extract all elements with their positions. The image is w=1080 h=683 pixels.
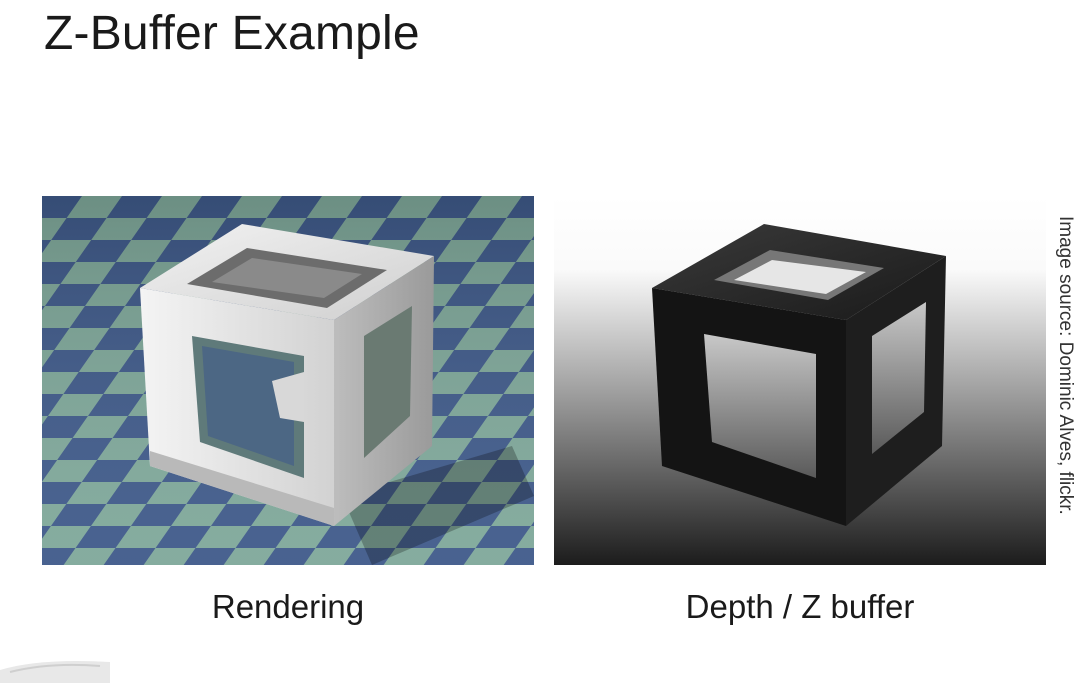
depth-caption: Depth / Z buffer bbox=[685, 588, 915, 625]
image-source-credit: Image source: Dominic Alves, flickr. bbox=[1055, 216, 1076, 515]
rendering-caption: Rendering bbox=[211, 588, 365, 625]
depth-buffer-image bbox=[554, 196, 1046, 565]
corner-graphic bbox=[0, 661, 110, 683]
rendering-image bbox=[42, 196, 534, 565]
slide-title: Z-Buffer Example bbox=[44, 7, 420, 60]
